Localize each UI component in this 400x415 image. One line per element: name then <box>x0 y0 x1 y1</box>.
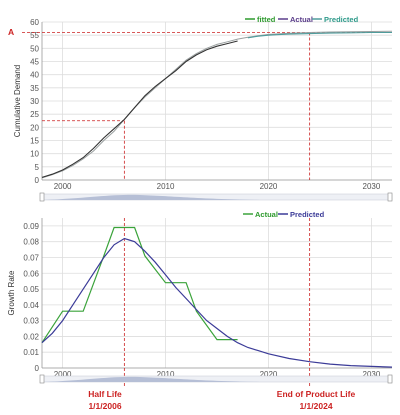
annotation-labels: Half Life 1/1/2006 End of Product Life 1… <box>88 389 355 411</box>
top-legend: fitted Actual Predicted <box>245 15 359 24</box>
bottom-navigator-sparkline <box>44 376 260 382</box>
top-navigator[interactable] <box>39 192 393 202</box>
bottom-navigator[interactable] <box>39 374 393 384</box>
x-tick-label: 2010 <box>157 182 175 191</box>
x-tick-label: 2020 <box>260 182 278 191</box>
bottom-legend: Actual Predicted <box>243 210 325 219</box>
x-tick-label: 2020 <box>260 370 278 379</box>
legend-actual-label[interactable]: Actual <box>290 15 313 24</box>
y-tick-label: 55 <box>30 31 39 40</box>
y-tick-label: 35 <box>30 84 39 93</box>
y-tick-label: 0.06 <box>23 269 39 278</box>
growth-rate-chart: 0 0.01 0.02 0.03 0.04 0.05 0.06 0.07 0.08 0.09 20… <box>7 210 393 388</box>
end-of-life-label: End of Product Life <box>277 389 356 399</box>
y-tick-label: 25 <box>30 110 39 119</box>
series-line-fitted[interactable] <box>41 30 393 179</box>
y-tick-label: 60 <box>30 18 39 27</box>
bottom-navigator-left-handle[interactable] <box>39 374 45 384</box>
y-tick-label: 0.09 <box>23 222 39 231</box>
top-grid <box>42 21 392 181</box>
series-line-predicted[interactable] <box>41 237 393 368</box>
legend-bottom-actual-label[interactable]: Actual <box>255 210 278 219</box>
bottom-x-tick-labels: 2000 2010 2020 2030 <box>54 370 381 379</box>
x-tick-label: 2010 <box>157 370 175 379</box>
y-tick-label: 0.03 <box>23 317 39 326</box>
y-tick-label: 0 <box>35 176 40 185</box>
y-tick-label: 0.05 <box>23 285 39 294</box>
top-y-tick-labels: 0 5 10 15 20 25 30 35 40 45 50 55 60 <box>30 18 39 185</box>
bottom-reference-lines <box>123 218 311 388</box>
top-series <box>41 30 393 179</box>
top-navigator-sparkline <box>44 194 260 200</box>
y-tick-label: 50 <box>30 44 39 53</box>
top-navigator-right-handle[interactable] <box>387 192 393 202</box>
y-tick-label: 5 <box>35 163 40 172</box>
half-life-date: 1/1/2006 <box>88 401 121 411</box>
x-tick-label: 2000 <box>54 182 72 191</box>
y-tick-label: 0.04 <box>23 301 39 310</box>
y-tick-label: 40 <box>30 71 39 80</box>
x-tick-label: 2030 <box>363 370 381 379</box>
cumulative-demand-chart: 0 5 10 15 20 25 30 35 40 45 50 55 60 2000 2010 2020 203… <box>8 15 393 202</box>
top-reference-lines <box>22 32 392 180</box>
top-x-tick-labels: 2000 2010 2020 2030 <box>54 182 381 191</box>
y-tick-label: 30 <box>30 97 39 106</box>
x-tick-label: 2030 <box>363 182 381 191</box>
legend-bottom-predicted-label[interactable]: Predicted <box>290 210 325 219</box>
bottom-y-tick-labels: 0 0.01 0.02 0.03 0.04 0.05 0.06 0.07 0.08 0.09 <box>23 222 39 373</box>
y-tick-label: 0.01 <box>23 348 39 357</box>
y-tick-label: 0.07 <box>23 253 39 262</box>
bottom-y-axis-title: Growth Rate <box>7 270 16 315</box>
y-tick-label: 20 <box>30 123 39 132</box>
y-tick-label: 0 <box>35 364 40 373</box>
series-line-predicted[interactable] <box>247 31 392 39</box>
end-of-life-date: 1/1/2024 <box>299 401 332 411</box>
y-tick-label: 45 <box>30 58 39 67</box>
legend-predicted-label[interactable]: Predicted <box>324 15 359 24</box>
top-navigator-left-handle[interactable] <box>39 192 45 202</box>
y-tick-label: 15 <box>30 137 39 146</box>
top-y-axis-title: Cumulative Demand <box>13 65 22 137</box>
x-tick-label: 2000 <box>54 370 72 379</box>
bottom-navigator-right-handle[interactable] <box>387 374 393 384</box>
series-line-actual[interactable] <box>41 226 238 344</box>
series-line-actual[interactable] <box>41 40 238 178</box>
bottom-grid <box>42 218 392 369</box>
bottom-series <box>41 226 393 368</box>
y-tick-label: 0.02 <box>23 332 39 341</box>
legend-fitted-label[interactable]: fitted <box>257 15 276 24</box>
a-marker-label: A <box>8 27 14 37</box>
half-life-label: Half Life <box>88 389 122 399</box>
y-tick-label: 0.08 <box>23 238 39 247</box>
y-tick-label: 10 <box>30 150 39 159</box>
